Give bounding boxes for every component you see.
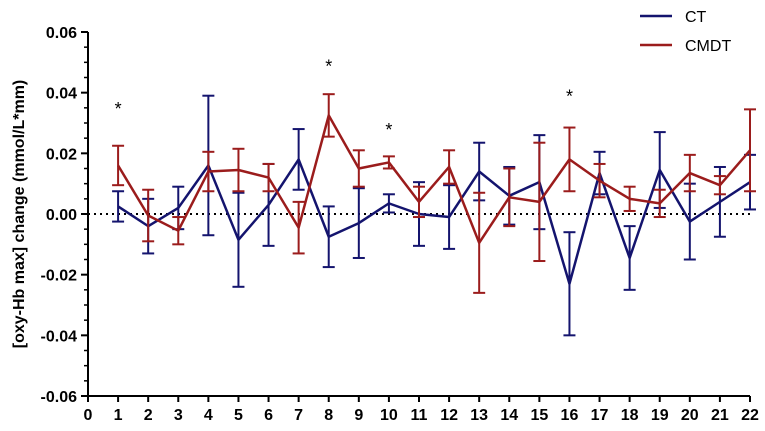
x-tick-label: 0	[84, 407, 93, 424]
legend-label-cmdt: CMDT	[685, 38, 731, 55]
x-tick-label: 5	[234, 407, 243, 424]
series-ct	[112, 94, 756, 337]
series-line	[117, 158, 751, 286]
significance-marker: *	[566, 87, 573, 107]
x-tick-label: 3	[174, 407, 183, 424]
x-tick-label: 11	[411, 407, 428, 424]
y-tick-label: -0.02	[41, 268, 78, 285]
x-tick-label: 21	[711, 407, 729, 424]
y-tick-label: 0.04	[46, 86, 77, 103]
series-layer	[112, 93, 756, 337]
significance-marker: *	[325, 56, 332, 76]
x-tick-label: 7	[294, 407, 303, 424]
y-tick-label: 0.06	[46, 25, 77, 42]
x-tick-label: 1	[114, 407, 123, 424]
x-tick-label: 2	[144, 407, 153, 424]
series-line	[117, 114, 751, 245]
x-tick-label: 16	[561, 407, 579, 424]
y-tick-label: -0.06	[41, 389, 78, 406]
y-axis-title: [oxy-Hb max] change (mmol/L*mm)	[11, 80, 28, 348]
x-tick-label: 12	[440, 407, 458, 424]
x-tick-label: 20	[681, 407, 699, 424]
series-cmdt	[112, 93, 756, 294]
y-tick-label: -0.04	[41, 328, 78, 345]
axes: -0.06-0.04-0.020.000.020.040.060 1 2 3 4 5 6 7 8…	[41, 25, 759, 424]
x-tick-label: 17	[591, 407, 609, 424]
x-tick-label: 9	[354, 407, 363, 424]
y-tick-label: 0.00	[46, 207, 77, 224]
annotation-layer: * * * *	[115, 56, 573, 140]
legend: CT CMDT	[640, 9, 731, 55]
x-tick-label: 19	[651, 407, 669, 424]
x-tick-label: 6	[264, 407, 273, 424]
x-tick-label: 22	[741, 407, 759, 424]
x-tick-label: 18	[621, 407, 639, 424]
x-tick-label: 14	[500, 407, 518, 424]
x-tick-label: 10	[380, 407, 398, 424]
x-tick-label: 8	[324, 407, 333, 424]
legend-label-ct: CT	[685, 9, 707, 26]
x-tick-label: 15	[530, 407, 548, 424]
significance-marker: *	[385, 120, 392, 140]
y-tick-label: 0.02	[46, 146, 77, 163]
significance-marker: *	[115, 99, 122, 119]
x-tick-label: 4	[204, 407, 213, 424]
x-tick-label: 13	[470, 407, 488, 424]
